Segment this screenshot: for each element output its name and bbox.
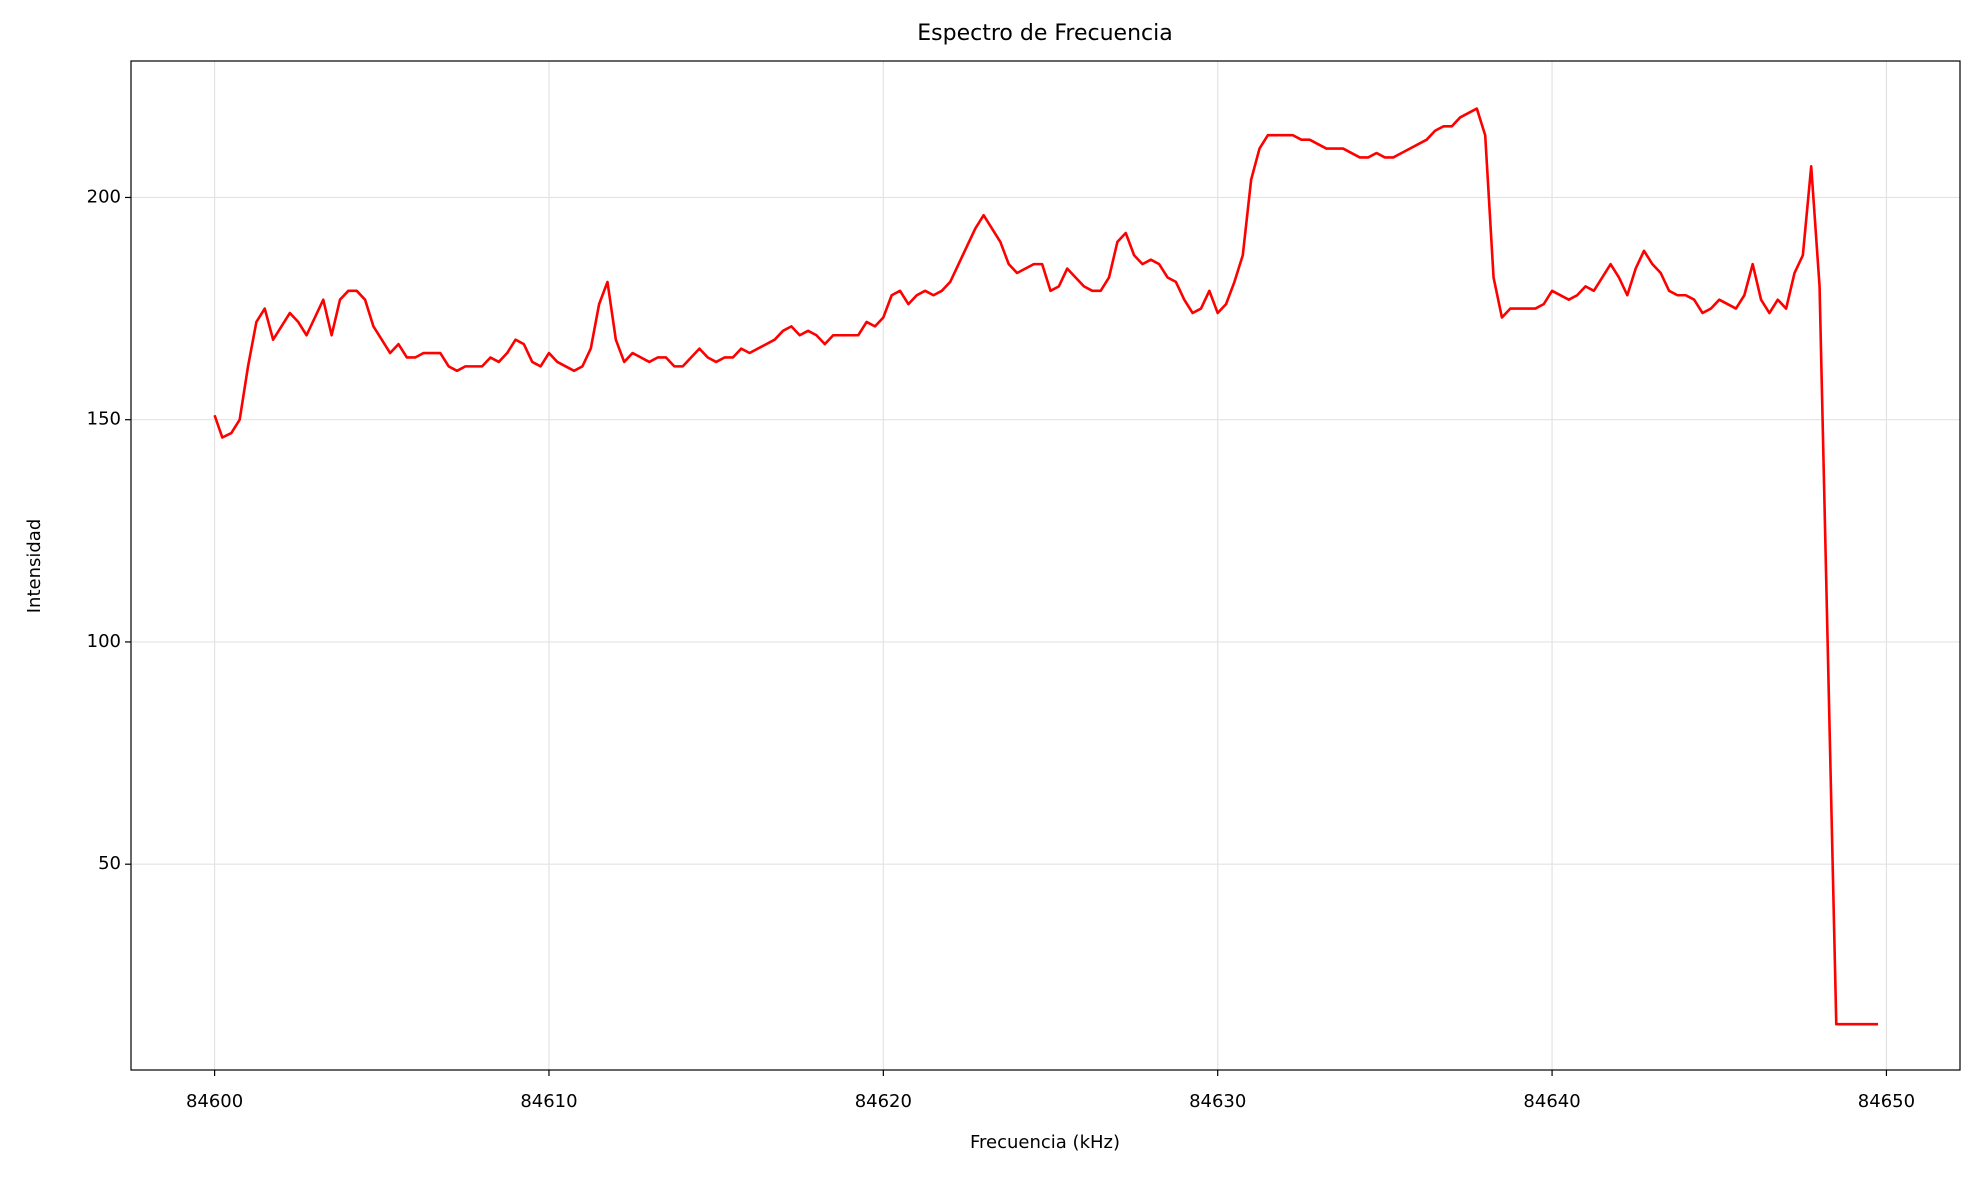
x-tick-label: 84640	[1523, 1091, 1580, 1112]
chart-title: Espectro de Frecuencia	[917, 21, 1172, 46]
y-tick-label: 100	[87, 631, 121, 652]
y-axis-label: Intensidad	[24, 519, 45, 614]
x-tick-label: 84610	[520, 1091, 577, 1112]
data-line	[213, 107, 1879, 1026]
x-tick-label: 84650	[1858, 1091, 1915, 1112]
y-tick-label: 50	[98, 853, 121, 874]
x-tick-label: 84620	[855, 1091, 912, 1112]
y-tick-label: 200	[87, 186, 121, 207]
x-tick-label: 84600	[186, 1091, 243, 1112]
x-tick-label: 84630	[1189, 1091, 1246, 1112]
plot-frame	[130, 60, 1961, 1071]
x-axis-label: Frecuencia (kHz)	[970, 1132, 1120, 1153]
y-tick-label: 150	[87, 409, 121, 430]
